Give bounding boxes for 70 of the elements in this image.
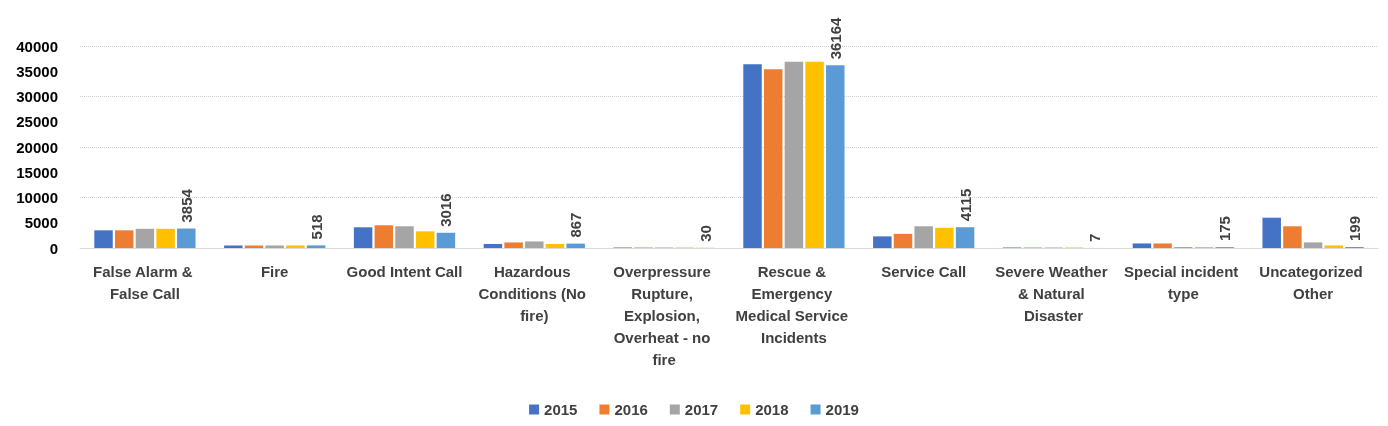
bar: [935, 227, 954, 248]
bar: [224, 245, 243, 248]
bar: [395, 226, 414, 248]
bar: [784, 61, 804, 248]
data-label: 4115: [956, 188, 974, 222]
bar: [763, 69, 783, 248]
x-tick-label: Fire: [260, 262, 289, 280]
x-tick-label: Special incident type: [1124, 262, 1243, 302]
bar: [955, 227, 975, 248]
x-tick-label: Service Call: [881, 262, 967, 280]
x-tick-label: Uncategorized Other: [1259, 262, 1367, 302]
bar: [177, 228, 196, 248]
y-tick-label: 25000: [16, 113, 58, 131]
bar: [525, 241, 544, 248]
data-label: 867: [567, 212, 585, 238]
x-tick-label: Hazardous Conditions (No fire): [478, 262, 591, 324]
x-tick-label: Good Intent Call: [346, 262, 463, 280]
bar: [265, 245, 284, 248]
y-tick-label: 40000: [16, 37, 58, 55]
bar: [244, 245, 264, 248]
bar: [415, 231, 435, 248]
data-label: 518: [307, 214, 325, 240]
bar: [94, 230, 113, 248]
data-label: 3854: [177, 188, 195, 223]
bar: [1153, 243, 1172, 248]
data-label: 175: [1216, 216, 1234, 242]
data-label: 30: [696, 225, 714, 242]
bar: [743, 64, 762, 248]
data-label: 3016: [437, 193, 455, 227]
y-tick-label: 15000: [16, 163, 58, 181]
bar: [286, 245, 305, 248]
y-tick-label: 20000: [16, 138, 58, 156]
y-tick-label: 30000: [16, 88, 58, 105]
bar: [1303, 242, 1323, 248]
y-tick-label: 10000: [16, 189, 58, 206]
bar: [1283, 226, 1302, 248]
bar: [483, 243, 503, 248]
bar: [504, 242, 523, 248]
bar: [436, 232, 456, 248]
x-tick-label: Rescue & Emergency Medical Service Incidents: [735, 262, 853, 346]
y-tick-label: 0: [49, 239, 58, 257]
y-tick-label: 35000: [16, 62, 58, 80]
bar: [805, 61, 824, 248]
bar: [914, 226, 933, 248]
bar: [1262, 217, 1281, 248]
bar: [374, 225, 394, 248]
legend-label: 2017: [684, 401, 719, 418]
legend-label: 2016: [614, 401, 648, 418]
bar: [893, 233, 913, 248]
bar: [826, 65, 845, 248]
x-tick-label: Overpressure Rupture, Explosion, Overheat - no fire: [613, 262, 715, 368]
y-tick-label: 5000: [24, 214, 58, 232]
bar: [135, 228, 155, 248]
bar: [545, 243, 565, 248]
bar: [1324, 245, 1344, 248]
bar: [353, 227, 373, 248]
data-label: 36164: [826, 17, 844, 60]
legend-label: 2015: [544, 401, 578, 418]
bar: [566, 243, 585, 248]
data-label: 199: [1345, 215, 1363, 241]
bar: [114, 230, 134, 248]
legend-label: 2018: [755, 401, 789, 418]
legend-label: 2019: [825, 401, 859, 418]
bar: [1132, 243, 1152, 248]
bar: [156, 228, 175, 248]
x-tick-label: False Alarm & False Call: [93, 262, 197, 302]
data-label: 7: [1086, 233, 1104, 242]
bar: [306, 245, 326, 248]
bar: [873, 236, 892, 248]
x-tick-label: Severe Weather & Natural Disaster: [995, 262, 1112, 324]
